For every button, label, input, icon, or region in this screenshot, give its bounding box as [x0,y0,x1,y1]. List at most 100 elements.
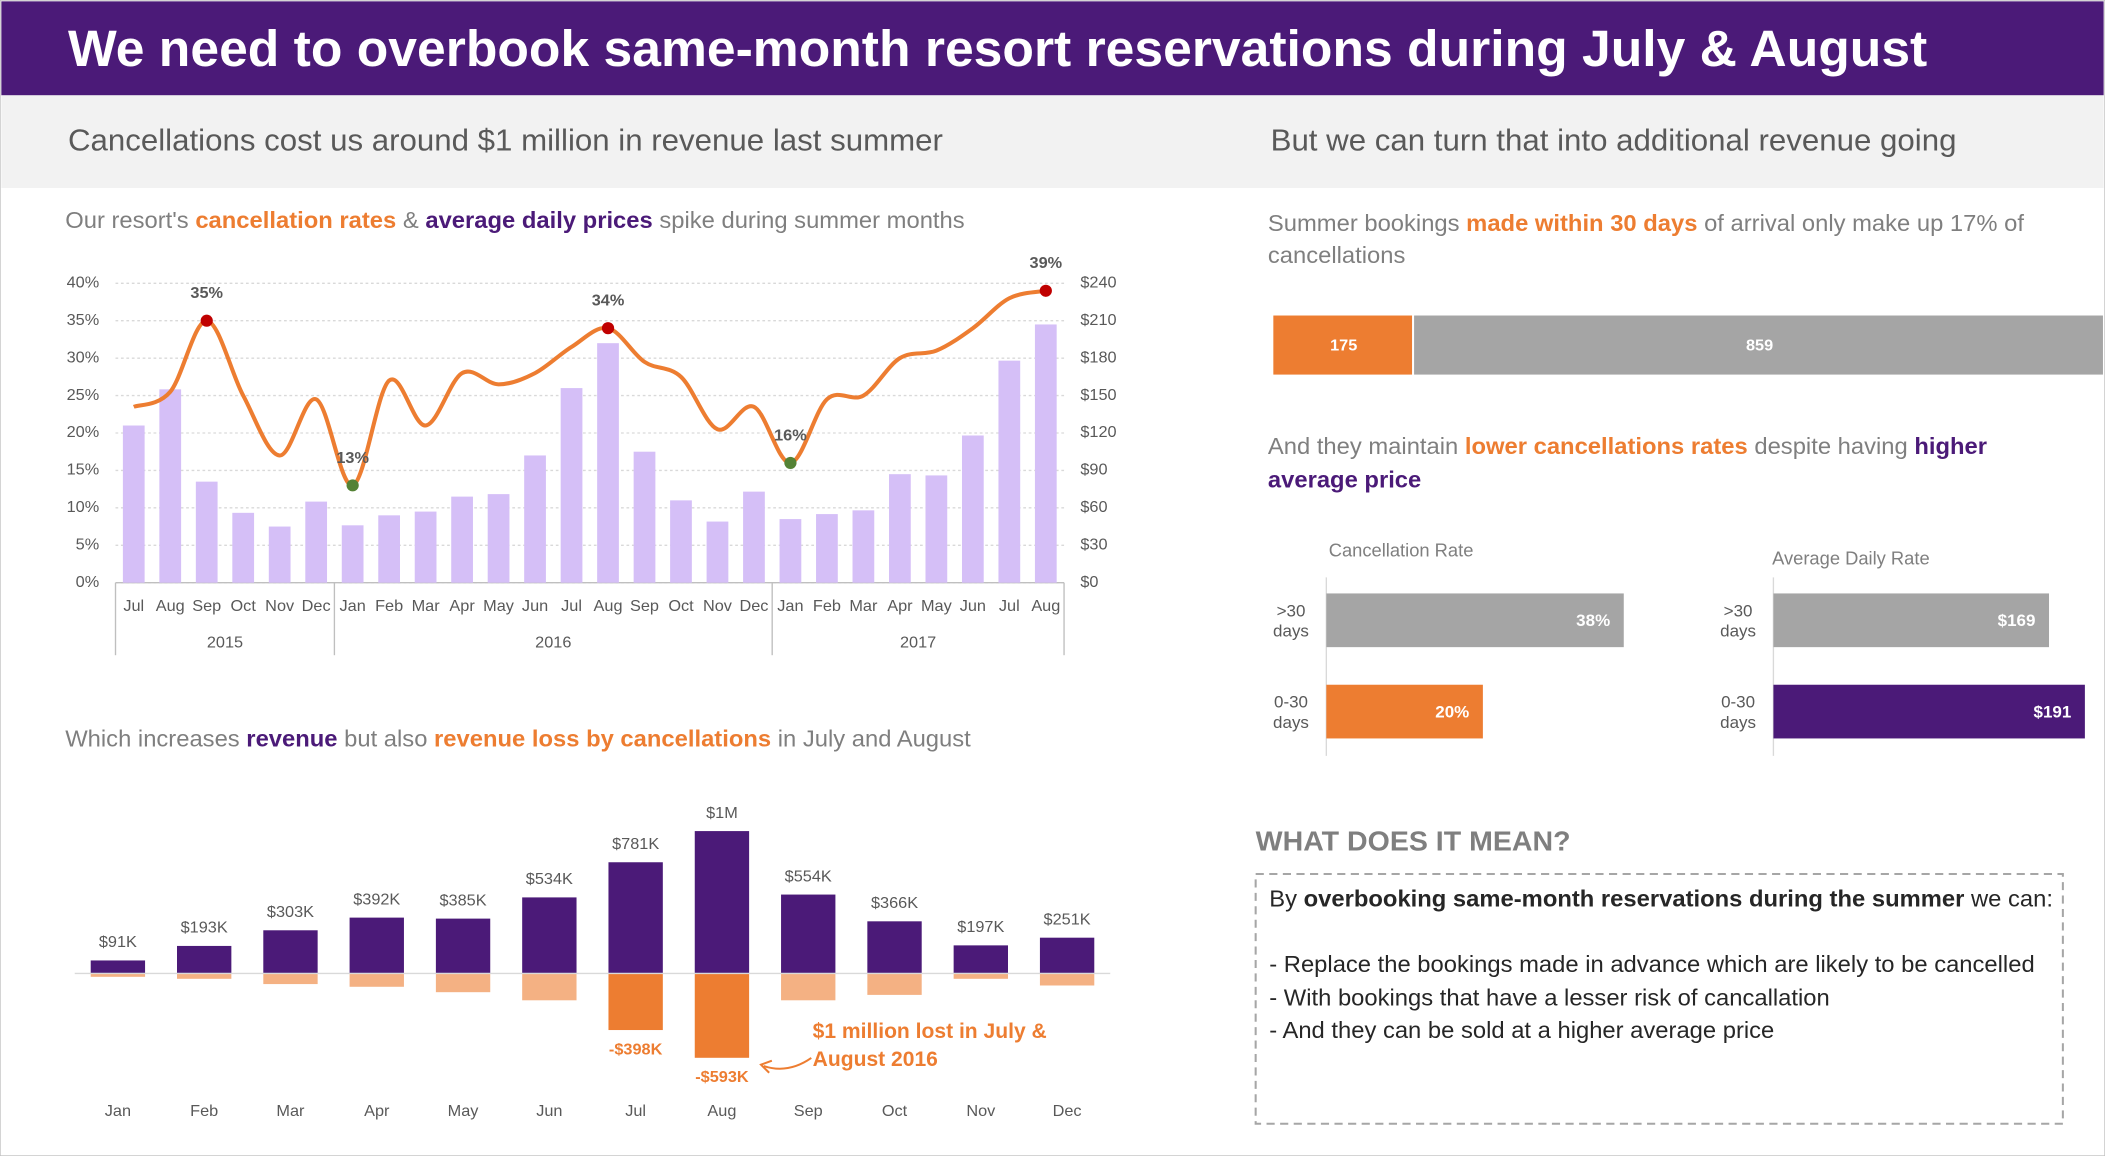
y-tick-label: 10% [67,498,100,516]
chart-title: Our resort's cancellation rates & averag… [65,207,1098,235]
bar [781,973,836,1001]
x-tick-label: May [448,1102,480,1120]
bar [706,521,729,583]
y-tick-label: 0-30 days [1273,693,1309,732]
y-tick-label: 20% [67,423,100,441]
text-run: & [396,206,426,234]
highlight-point [346,479,359,492]
notes-body: By overbooking same-month reservations d… [1269,882,2054,1046]
bar [349,973,404,987]
annotation-arrowhead [759,1059,773,1074]
year-label: 2017 [900,633,936,651]
data-label: 859 [1746,337,1773,355]
x-tick-label: May [921,597,953,615]
bar [597,343,619,583]
text-run: overbooking same-month reservations duri… [1303,884,1965,912]
chart-title: Average Daily Rate [1772,548,1930,569]
year-label: 2015 [207,633,243,651]
text-run: average daily prices [425,206,653,234]
data-label: 175 [1330,337,1357,355]
bar [435,973,491,993]
bar [177,945,232,974]
bar [743,491,765,583]
bar [268,526,291,583]
bar [122,425,145,583]
bar [524,455,546,583]
bar [781,894,836,974]
bar [414,511,437,583]
bar [90,973,146,977]
data-label: $251K [1044,911,1091,929]
bar [779,519,802,583]
data-label: 39% [1030,254,1063,272]
bar [487,494,510,583]
x-tick-label: Jul [625,1102,646,1120]
y-tick-label: 15% [67,461,100,479]
bar [1039,937,1095,974]
y2-tick-label: $240 [1080,274,1116,292]
bar [925,475,948,583]
comparison-title: And they maintain lower cancellations ra… [1268,430,2083,497]
data-label: $554K [785,867,832,885]
bar [177,973,232,979]
x-tick-label: Apr [887,597,913,615]
data-label: $366K [871,894,918,912]
x-tick-label: Aug [594,597,623,615]
text-run: higher average price [1267,432,1994,493]
chart-title: Cancellation Rate [1329,540,1474,561]
x-tick-label: Jun [536,1102,562,1120]
x-tick-label: Jul [999,597,1020,615]
page-title: We need to overbook same-month resort re… [68,20,1927,77]
text-run: Which increases [65,725,247,752]
x-tick-label: Jun [960,597,986,615]
data-label: 34% [592,292,625,310]
title-band [1,1,2104,96]
x-tick-label: Mar [412,597,441,615]
bar [961,435,984,583]
text-run: revenue loss by cancellations [434,725,772,752]
bar [633,451,656,583]
chart-title: Summer bookings made within 30 days of a… [1268,207,2083,271]
bar [694,973,750,1058]
line [132,288,1047,488]
x-tick-label: Feb [375,597,403,615]
x-tick-label: Mar [276,1102,305,1120]
x-tick-label: Sep [630,597,659,615]
bar-segment [1273,315,1413,375]
chart-title: Which increases revenue but also revenue… [65,725,1098,753]
notes-point: - With bookings that have a lesser risk … [1269,983,1830,1011]
y-tick-label: 25% [67,386,100,404]
bar [232,512,255,583]
text-run: despite having [1747,432,1915,460]
data-label: $193K [181,919,228,937]
y-tick-label: 5% [76,536,100,554]
text-run: By [1269,884,1304,912]
bar [867,973,922,995]
bar [451,496,473,583]
text-run: in July and August [771,725,971,752]
x-tick-label: Dec [739,597,768,615]
bar [608,862,663,974]
notes-intro: By overbooking same-month reservations d… [1269,882,2054,915]
data-label: $1M [706,804,738,822]
data-label: $191 [2034,702,2072,721]
notes-points: - Replace the bookings made in advance w… [1269,948,2054,1047]
chart-title-box: Which increases revenue but also revenue… [65,725,1098,753]
data-label: $169 [1998,611,2036,630]
x-tick-label: Aug [707,1102,736,1120]
x-tick-label: Dec [1053,1102,1082,1120]
bar [90,960,146,974]
y-tick-label: >30 days [1273,602,1309,641]
bar [694,831,750,974]
bar-segment [1414,315,2103,375]
x-tick-label: Sep [192,597,221,615]
highlight-point [784,456,797,469]
data-label: $197K [957,918,1004,936]
x-tick-label: Jan [105,1102,131,1120]
data-label: 20% [1435,702,1469,721]
x-tick-label: Nov [703,597,733,615]
data-label: $91K [99,933,137,951]
y2-tick-label: $60 [1080,498,1107,516]
data-label: 38% [1576,611,1610,630]
